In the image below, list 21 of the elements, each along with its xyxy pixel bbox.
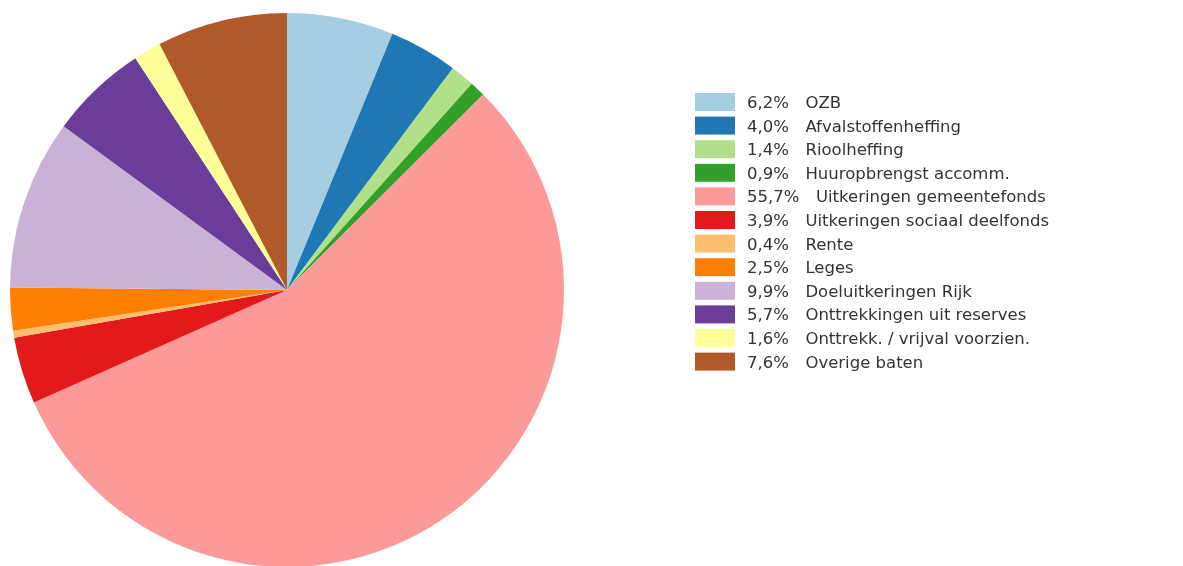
pie-slice xyxy=(159,13,287,290)
legend-label: 0,9% Huuropbrengst accomm. xyxy=(747,163,1010,183)
pie-slice xyxy=(33,94,564,566)
legend-label: 2,5% Leges xyxy=(747,258,854,278)
pie-slice xyxy=(14,290,287,403)
pie-slice xyxy=(287,13,393,290)
pie-slice xyxy=(10,287,287,331)
pie-slice xyxy=(10,126,287,290)
pie-slice xyxy=(287,33,453,290)
legend-label: 55,7% Uitkeringen gemeentefonds xyxy=(747,187,1046,207)
pie-slice xyxy=(135,44,287,290)
legend-label: 9,9% Doeluitkeringen Rijk xyxy=(747,281,973,301)
legend-label: 6,2% OZB xyxy=(747,93,842,112)
legend-label: 3,9% Uitkeringen sociaal deelfonds xyxy=(747,211,1050,230)
legend-label: 1,6% Onttrekk. / vrijval voorzien. xyxy=(747,329,1031,348)
legend-label: 4,0% Afvalstoffenheffing xyxy=(747,116,962,136)
legend-label: 0,4% Rente xyxy=(747,234,854,254)
legend-label: 1,4% Rioolheffing xyxy=(747,140,904,160)
legend-label: 5,7% Onttrekkingen uit reserves xyxy=(747,305,1027,325)
pie-slice xyxy=(63,58,287,290)
legend-label: 7,6% Overige baten xyxy=(747,352,924,372)
